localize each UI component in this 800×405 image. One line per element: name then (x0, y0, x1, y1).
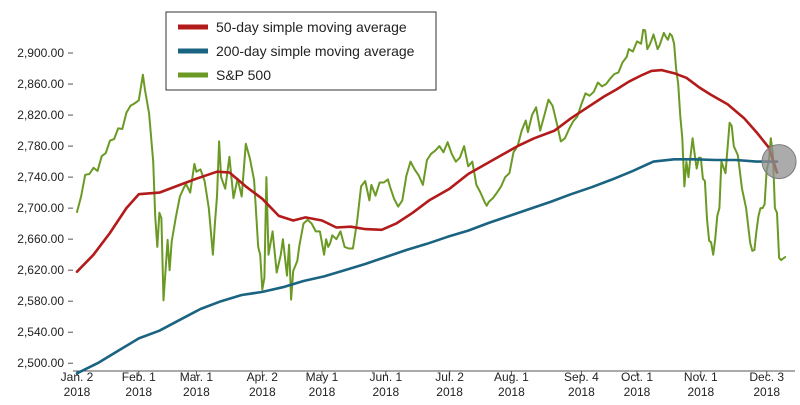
x-tick-label-year: 2018 (183, 385, 210, 399)
y-axis-ticks: 2,500.00 2,540.00 2,580.00 2,620.00 2,660.00… (17, 46, 73, 370)
y-tick-label: 2,900.00 (17, 46, 64, 60)
x-tick-label-date: Nov. 1 (684, 370, 718, 384)
x-tick-label-date: Feb. 1 (122, 370, 156, 384)
y-tick-label: 2,500.00 (17, 356, 64, 370)
x-tick-label-date: Sep. 4 (564, 370, 599, 384)
y-tick-label: 2,700.00 (17, 201, 64, 215)
x-tick-label-year: 2018 (498, 385, 525, 399)
y-tick-label: 2,660.00 (17, 232, 64, 246)
y-tick-label: 2,620.00 (17, 263, 64, 277)
series-lines (75, 28, 787, 375)
x-tick-label-year: 2018 (249, 385, 276, 399)
x-tick-label-year: 2018 (372, 385, 399, 399)
x-tick-label-year: 2018 (309, 385, 336, 399)
legend-label-sp500: S&P 500 (216, 67, 271, 83)
legend-label-200day: 200-day simple moving average (216, 43, 415, 59)
x-tick-label-date: Jun. 1 (369, 370, 402, 384)
x-tick-label-date: Dec. 3 (749, 370, 784, 384)
x-tick-label-year: 2018 (753, 385, 780, 399)
x-tick-label-year: 2018 (64, 385, 91, 399)
annotation-layer (761, 144, 797, 180)
legend-box (165, 11, 437, 91)
x-tick-label-date: Mar. 1 (180, 370, 214, 384)
x-tick-label-date: Jan. 2 (61, 370, 94, 384)
series-line-50day-sma (75, 68, 779, 274)
x-tick-label-year: 2018 (687, 385, 714, 399)
x-tick-label-date: Aug. 1 (494, 370, 529, 384)
y-tick-label: 2,740.00 (17, 170, 64, 184)
x-tick-label-year: 2018 (624, 385, 651, 399)
y-tick-label: 2,860.00 (17, 77, 64, 91)
legend-label-50day: 50-day simple moving average (216, 19, 407, 35)
y-tick-label: 2,780.00 (17, 139, 64, 153)
x-tick-label-date: Jul. 2 (435, 370, 464, 384)
legend: 50-day simple moving average 200-day sim… (165, 11, 437, 91)
y-tick-label: 2,820.00 (17, 108, 64, 122)
x-tick-label-year: 2018 (125, 385, 152, 399)
series-line-200day-sma (75, 158, 779, 375)
x-tick-label-date: Apr. 2 (247, 370, 279, 384)
x-tick-label-date: May 1 (306, 370, 339, 384)
x-tick-label-year: 2018 (568, 385, 595, 399)
crossover-marker (761, 144, 797, 180)
x-tick-label-year: 2018 (436, 385, 463, 399)
series-line-sp500 (76, 28, 787, 302)
x-tick-label-date: Oct. 1 (621, 370, 653, 384)
y-tick-label: 2,540.00 (17, 325, 64, 339)
y-tick-label: 2,580.00 (17, 294, 64, 308)
